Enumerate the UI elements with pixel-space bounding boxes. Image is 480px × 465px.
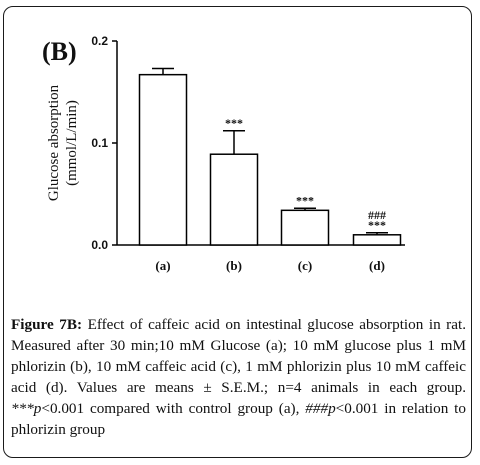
y-axis-unit-label: (mmol/L/min) xyxy=(64,100,80,186)
caption-significance-1: ***p xyxy=(11,400,42,417)
panel-label: (B) xyxy=(42,37,77,66)
y-tick-label: 0.2 xyxy=(91,34,108,48)
bar xyxy=(138,73,188,246)
y-tick-label: 0.0 xyxy=(91,238,108,252)
bar xyxy=(352,234,402,246)
caption-lead: Figure 7B: xyxy=(11,316,83,333)
caption-text-2: <0.001 compared with control group (a), xyxy=(41,400,306,417)
x-category-label: (d) xyxy=(369,258,385,273)
star-significance-label: *** xyxy=(225,116,243,130)
bar-chart: 0.00.10.2(a)***(b)***(c)###***(d)(B)Gluc… xyxy=(42,34,405,273)
bar xyxy=(209,153,259,246)
figure-caption: Figure 7B: Effect of caffeic acid on int… xyxy=(11,314,466,440)
x-category-label: (c) xyxy=(298,258,312,273)
caption-significance-2: ###p xyxy=(305,400,336,417)
x-category-label: (a) xyxy=(155,258,170,273)
bar xyxy=(280,209,330,246)
star-significance-label: *** xyxy=(296,193,314,207)
caption-text-3: <0.001 in relation to phlorizin group xyxy=(11,400,466,438)
hash-significance-label: ### xyxy=(368,208,386,222)
caption-text-1: Effect of caffeic acid on intestinal glu… xyxy=(11,316,466,396)
x-category-label: (b) xyxy=(226,258,242,273)
star-significance-label: *** xyxy=(368,218,386,232)
y-tick-label: 0.1 xyxy=(91,136,108,150)
y-axis-label: Glucose absorption xyxy=(46,84,62,201)
